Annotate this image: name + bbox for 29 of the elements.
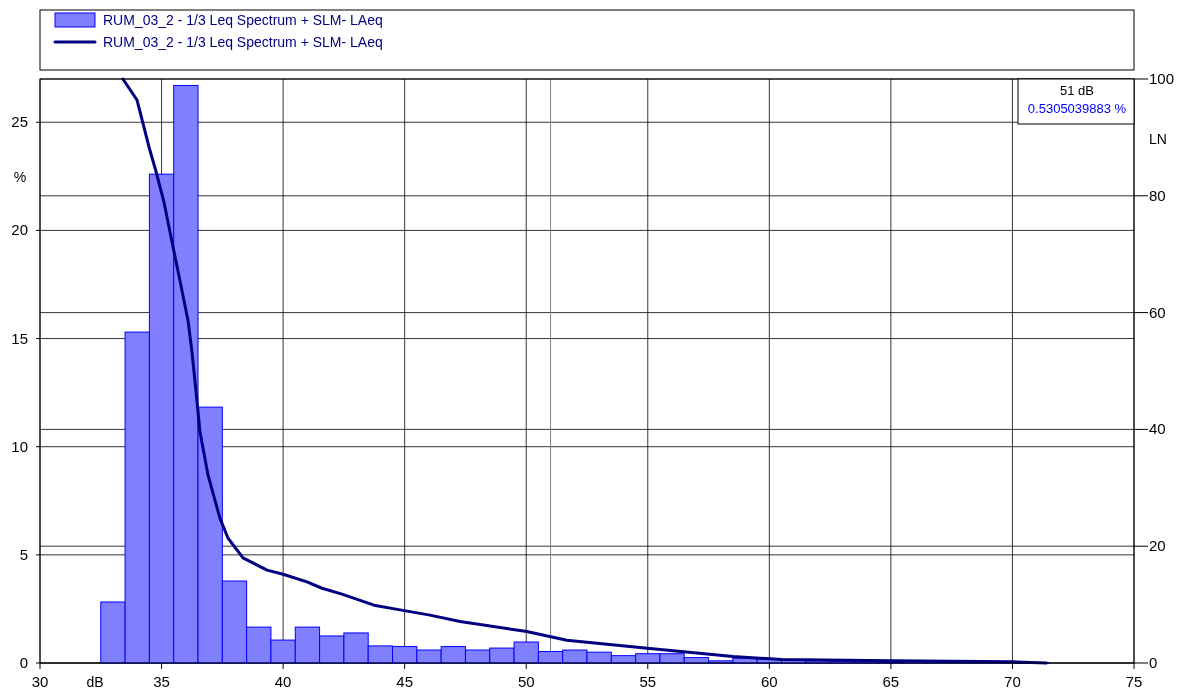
x-tick-label: 40 <box>274 673 292 690</box>
y2-tick-label: 80 <box>1149 186 1166 204</box>
annotation: 0.5305039883 % <box>1027 101 1127 116</box>
x-tick-label: 55 <box>639 673 657 690</box>
y-tick-label: 15 <box>11 329 28 347</box>
annotation: 51 dB <box>1060 83 1094 98</box>
legend-label: RUM_03_2 - 1/3 Leq Spectrum + SLM- LAeq <box>103 12 383 28</box>
x-tick-label: 50 <box>517 673 535 690</box>
x-tick-label: 75 <box>1125 673 1143 690</box>
y-tick-label: 5 <box>19 545 28 563</box>
y2-tick-label: 20 <box>1149 537 1166 555</box>
y2-tick-label: 60 <box>1149 303 1166 321</box>
x-tick-label: 70 <box>1004 673 1021 690</box>
x-tick-label: 35 <box>153 673 170 690</box>
y-axis-title: % <box>13 169 27 185</box>
y-tick-label: 10 <box>11 437 28 455</box>
y2-axis-title: LN <box>1149 131 1167 147</box>
y-tick-label: 0 <box>19 654 28 671</box>
y-tick-label: 20 <box>11 221 28 239</box>
y-tick-label: 25 <box>11 113 28 131</box>
legend-label: RUM_03_2 - 1/3 Leq Spectrum + SLM- LAeq <box>103 34 383 50</box>
x-tick-label: 30 <box>31 673 49 690</box>
y2-tick-label: 40 <box>1149 420 1166 438</box>
y2-tick-label: 0 <box>1149 654 1158 671</box>
x-tick-label: 60 <box>760 673 778 690</box>
y2-tick-label: 100 <box>1149 70 1175 87</box>
x-axis-title: dB <box>86 674 104 690</box>
x-tick-label: 45 <box>396 673 414 690</box>
x-tick-label: 65 <box>882 673 900 690</box>
